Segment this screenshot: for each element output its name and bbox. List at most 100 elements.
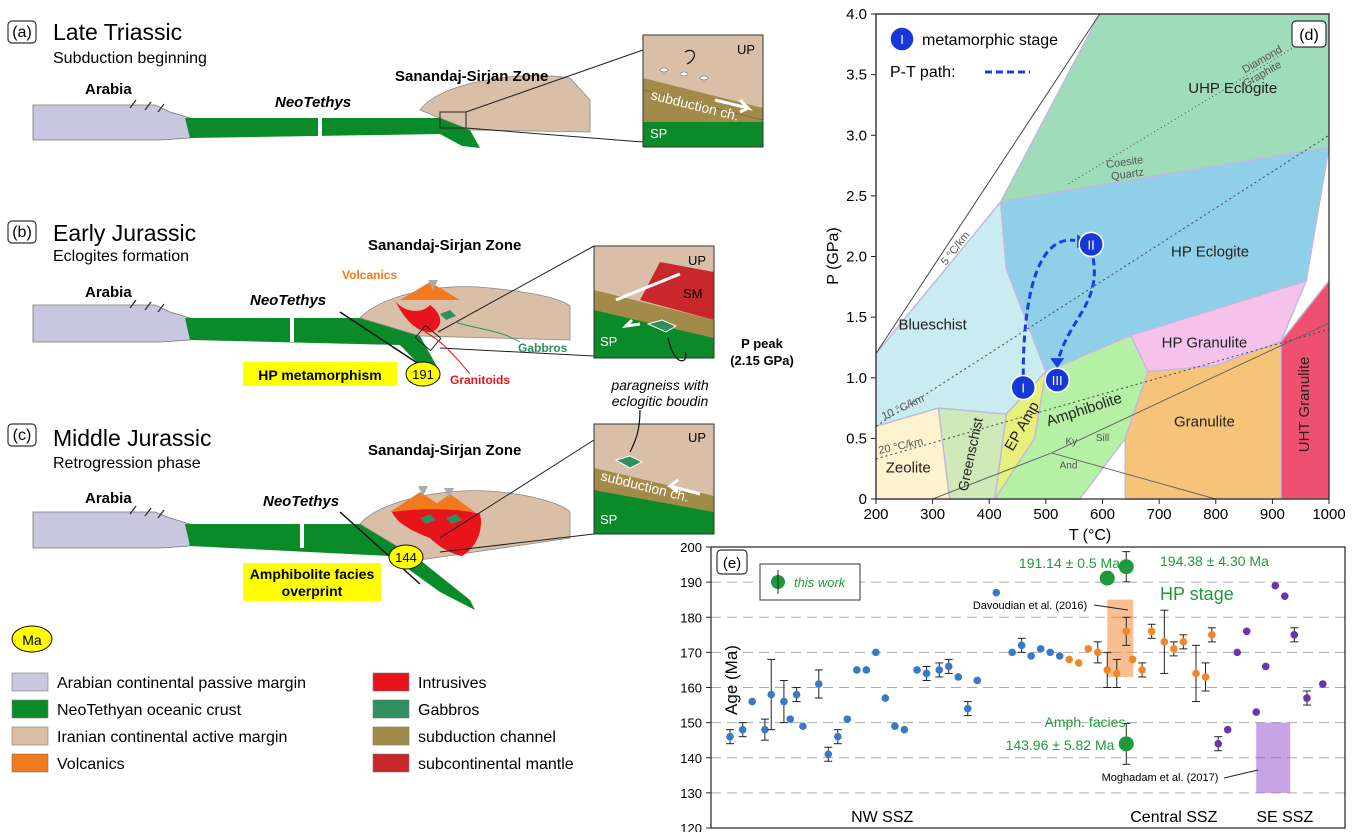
nw-ssz-point xyxy=(853,666,861,674)
annot-hp-age-1: 191.14 ± 0.5 Ma xyxy=(1019,555,1120,571)
panel-a-letter: (a) xyxy=(12,24,32,41)
pt-x-tick-label: 700 xyxy=(1147,506,1172,523)
inset-b-boudin xyxy=(646,319,678,333)
pt-legend-stage-symbol: I xyxy=(900,32,904,47)
label-arabia-a: Arabia xyxy=(85,81,132,98)
pt-legend-stage-marker xyxy=(889,26,915,52)
se-ssz-point xyxy=(1223,725,1232,734)
pt-ylabel: P (GPa) xyxy=(825,227,842,285)
panel-a-title: Late Triassic xyxy=(53,19,182,45)
legend-label: Gabbros xyxy=(418,702,479,719)
stage-label: III xyxy=(1052,373,1063,388)
region-label: Central SSZ xyxy=(1130,809,1217,826)
inset-c-arrow xyxy=(629,409,641,453)
stage-label: II xyxy=(1088,237,1095,252)
se-ssz-point xyxy=(1271,581,1280,590)
central-ssz-point xyxy=(1160,638,1169,646)
nw-ssz-point xyxy=(780,697,788,706)
and-sill-line xyxy=(1051,452,1216,500)
age-badge-b xyxy=(405,361,441,387)
annot-amph-age: 143.96 ± 5.82 Ma xyxy=(1006,737,1115,753)
label-neotethys-a: NeoTethys xyxy=(275,94,351,111)
inset-c-boudin xyxy=(614,455,644,469)
label-neotethys-c: NeoTethys xyxy=(263,493,339,510)
inset-b-white-arrow1 xyxy=(615,272,681,302)
diamond-graphite-line xyxy=(1068,25,1330,185)
ky-label: Ky xyxy=(1066,436,1078,447)
pt-diagram: 200 300 400 500 600 700 800 900 1000 0 0.5 1.0 1.5 2.… xyxy=(825,6,1346,544)
inset-c-sp: SP xyxy=(600,512,617,527)
age-y-tick-label: 160 xyxy=(680,681,702,696)
central-ssz-point xyxy=(1093,648,1102,657)
pt-x-tick-label: 400 xyxy=(977,506,1002,523)
region-label: SE SSZ xyxy=(1256,809,1313,826)
label-p-peak-1: P peak xyxy=(741,336,783,351)
panel-c-letter-box xyxy=(7,423,37,447)
nw-ssz-point xyxy=(935,666,944,674)
panel-a-letter-box xyxy=(7,20,37,44)
geotherm-20 xyxy=(875,328,1330,460)
label-granitoids-b: Granitoids xyxy=(450,373,510,387)
hp-stage-highlight xyxy=(1107,599,1134,677)
age-legend-label: this work xyxy=(794,575,847,590)
faults-b xyxy=(129,299,165,313)
panel-d-letter: (d) xyxy=(1299,27,1319,44)
zoom-line-a2 xyxy=(465,127,644,143)
ridge-c xyxy=(300,522,304,548)
annot-hp-stage: HP stage xyxy=(1160,584,1234,604)
arabian-margin-c xyxy=(32,511,191,549)
inset-c: UP SP subduction ch. xyxy=(593,409,715,535)
pt-y-tick-label: 0.5 xyxy=(846,430,867,447)
legend-label: Volcanics xyxy=(57,756,125,773)
inset-c-white-arrow xyxy=(666,478,701,496)
granulite-label: Granulite xyxy=(1174,413,1235,430)
legend-swatch xyxy=(372,672,410,692)
inset-b-sm: SM xyxy=(683,286,703,301)
central-ssz-point xyxy=(1128,655,1137,664)
faults-c xyxy=(129,505,165,519)
se-ssz-point xyxy=(1233,648,1242,657)
inset-b-sp: SP xyxy=(600,334,617,349)
pt-x-tick-label: 200 xyxy=(863,506,888,523)
ky-sill-line xyxy=(1051,322,1330,454)
age-badge-c xyxy=(388,544,424,570)
inset-c-slab xyxy=(594,490,714,534)
volcano-plume-c xyxy=(418,486,454,498)
legend-label: subduction channel xyxy=(418,729,556,746)
inset-a-white-arrow xyxy=(714,98,753,114)
age-ylabel: Age (Ma) xyxy=(722,645,741,715)
inset-b-frame xyxy=(593,245,715,359)
inset-c-channel xyxy=(594,468,714,512)
central-ssz-point xyxy=(1103,666,1112,674)
zoom-box-b xyxy=(414,324,442,352)
nw-ssz-point xyxy=(1017,641,1026,650)
annot-hp-age-2: 194.38 ± 4.30 Ma xyxy=(1160,553,1269,569)
age-axes-frame xyxy=(710,546,1346,829)
nw-ssz-point xyxy=(824,750,833,759)
nw-ssz-point xyxy=(738,725,747,734)
pt-x-tick-label: 500 xyxy=(1033,506,1058,523)
nw-ssz-point xyxy=(843,715,852,723)
central-ssz-point xyxy=(1112,669,1121,678)
inset-a-frame xyxy=(642,34,764,148)
central-ssz-point xyxy=(1208,631,1216,639)
panel-b-subtitle: Eclogites formation xyxy=(53,248,189,265)
nw-ssz-point xyxy=(799,722,807,730)
panel-c-subtitle: Retrogression phase xyxy=(53,455,201,472)
nw-ssz-point xyxy=(922,669,931,678)
pt-y-tick-label: 2.5 xyxy=(846,188,867,205)
age-chart: 120 130 140 150 160 170 180 190 200 Age (Ma) NW SS… xyxy=(680,540,1346,836)
stage-marker xyxy=(1010,374,1036,401)
nw-ssz-point xyxy=(1027,652,1035,660)
and-label: And xyxy=(1060,461,1078,472)
pt-y-tick-label: 1.0 xyxy=(846,370,867,387)
inset-b-white-arrow2 xyxy=(621,318,641,329)
inset-a-boudins xyxy=(659,67,709,81)
nw-ssz-point xyxy=(913,666,921,674)
stage-label: I xyxy=(1021,380,1025,395)
stage-marker xyxy=(1044,367,1070,393)
pt-x-tick-label: 1000 xyxy=(1312,506,1345,523)
zoom-line-c1 xyxy=(439,439,595,539)
inset-b-up: UP xyxy=(688,253,706,268)
label-arabia-b: Arabia xyxy=(85,284,132,301)
